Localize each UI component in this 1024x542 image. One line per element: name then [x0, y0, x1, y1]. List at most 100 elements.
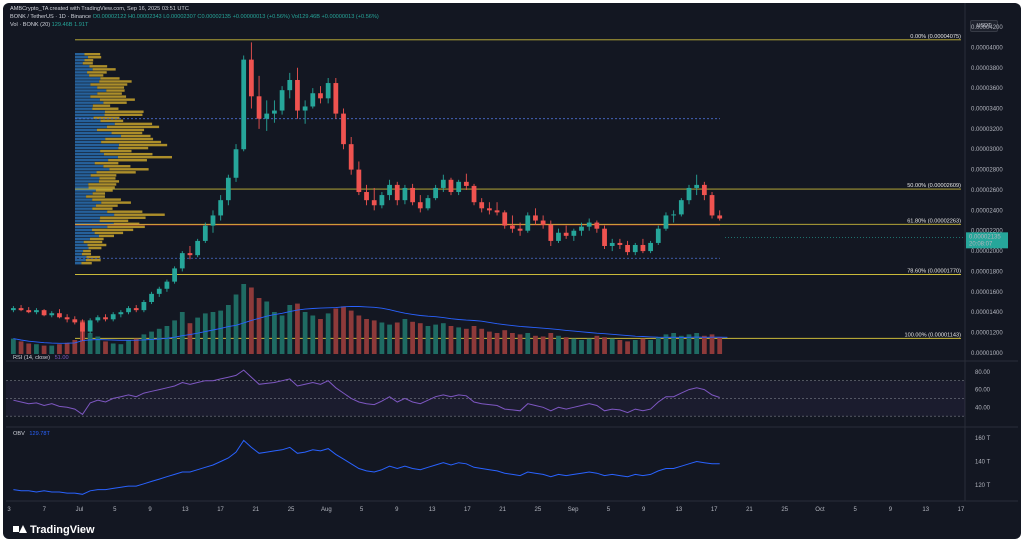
bearish-candle: [594, 222, 600, 229]
volume-profile-down-bar: [104, 110, 144, 113]
volume-bar: [141, 334, 147, 354]
volume-profile-down-bar: [94, 162, 119, 165]
obv-legend: OBV 129.78T: [13, 431, 50, 437]
volume-profile-up-bar: [75, 104, 93, 107]
chart-window: AMBCrypto_TA created with TradingView.co…: [3, 3, 1021, 539]
volume-bar: [678, 335, 684, 354]
price-axis-tick: 0.00003000: [971, 147, 1003, 153]
volume-profile-up-bar: [75, 165, 104, 168]
volume-profile-down-bar: [103, 165, 131, 168]
bullish-candle: [686, 187, 692, 201]
volume-bar: [517, 334, 523, 354]
volume-bar: [640, 338, 646, 354]
volume-profile-down-bar: [84, 59, 94, 62]
bearish-candle: [249, 59, 254, 97]
price-axis-tick: 0.00001400: [971, 310, 1003, 316]
bearish-candle: [517, 228, 523, 231]
volume-profile-up-bar: [75, 119, 101, 123]
volume-profile-up-bar: [75, 83, 91, 86]
volume-profile-up-bar: [75, 180, 99, 183]
volume-bar: [64, 342, 70, 354]
volume-profile-up-bar: [75, 89, 107, 92]
bearish-candle: [548, 224, 554, 241]
volume-profile-down-bar: [90, 237, 104, 241]
price-axis-tick: 0.00003800: [971, 66, 1003, 72]
bearish-candle: [502, 212, 508, 226]
volume-profile-down-bar: [86, 255, 101, 259]
volume-bar: [433, 324, 439, 354]
volume-profile-down-bar: [107, 210, 143, 213]
bullish-candle: [694, 184, 700, 188]
bearish-candle: [26, 310, 32, 313]
time-axis-tick: 5: [607, 507, 611, 513]
bullish-candle: [126, 308, 131, 313]
bullish-candle: [440, 179, 446, 188]
time-axis-tick: 3: [7, 507, 11, 513]
volume-profile-up-bar: [75, 189, 96, 192]
bearish-candle: [563, 232, 569, 236]
volume-bar: [463, 328, 469, 354]
volume-profile-down-bar: [88, 183, 117, 186]
volume-profile-down-bar: [85, 258, 101, 262]
currency-badge[interactable]: USDT: [970, 20, 998, 32]
volume-bar: [118, 344, 124, 354]
volume-profile-up-bar: [75, 113, 105, 116]
volume-profile-up-bar: [75, 234, 99, 238]
time-axis-tick: 25: [781, 507, 788, 513]
volume-profile-down-bar: [97, 86, 125, 89]
volume-bar: [533, 335, 538, 354]
bullish-candle: [609, 242, 615, 246]
volume-bar: [563, 337, 569, 354]
volume-bar: [241, 284, 247, 354]
time-axis-tick: 5: [360, 507, 364, 513]
volume-profile-down-bar: [100, 216, 146, 219]
obv-axis-tick: 160 T: [975, 436, 991, 442]
bullish-candle: [632, 244, 638, 253]
symbol-label[interactable]: BONK / TetherUS · 1D · Binance: [10, 14, 92, 20]
bullish-candle: [34, 310, 39, 313]
volume-profile-down-bar: [118, 146, 149, 150]
volume-bar: [625, 341, 630, 354]
bearish-candle: [333, 83, 339, 114]
bearish-candle: [72, 319, 78, 323]
obv-axis-tick: 120 T: [975, 483, 991, 489]
bullish-candle: [164, 281, 170, 289]
rsi-title[interactable]: RSI (14, close): [13, 355, 50, 361]
volume-bar: [648, 340, 653, 354]
volume-profile-down-bar: [98, 234, 115, 238]
bullish-candle: [655, 228, 661, 243]
bar-countdown-label: 20:08:07: [969, 241, 993, 247]
bearish-candle: [356, 169, 362, 193]
obv-line: [13, 439, 720, 495]
volume-profile-down-bar: [87, 243, 107, 247]
volume-indicator-label[interactable]: Vol · BONK (20): [10, 22, 51, 28]
volume-profile-down-bar: [82, 62, 93, 65]
volume-profile-down-bar: [92, 107, 119, 110]
obv-title[interactable]: OBV: [13, 431, 25, 437]
volume-profile-up-bar: [75, 116, 94, 120]
volume-bar: [195, 317, 201, 354]
volume-profile-up-bar: [75, 237, 91, 241]
volume-profile-up-bar: [75, 252, 82, 256]
volume-profile-up-bar: [75, 213, 115, 216]
price-chart-svg[interactable]: 0.00004200 0.00004000 0.00003800 0.00003600…: [3, 3, 1021, 539]
price-axis-tick: 0.00001800: [971, 269, 1003, 275]
bullish-candle: [225, 177, 231, 201]
bearish-candle: [256, 96, 262, 119]
volume-bar: [510, 333, 515, 354]
volume-profile-up-bar: [75, 225, 108, 229]
volume-profile-down-bar: [107, 225, 145, 229]
volume-profile-down-bar: [108, 159, 147, 162]
volume-bar: [287, 305, 293, 354]
volume-bar: [279, 315, 285, 354]
tradingview-logo[interactable]: TradingView: [13, 524, 95, 536]
volume-bar: [671, 333, 677, 354]
volume-profile-up-bar: [75, 74, 90, 77]
bullish-candle: [87, 320, 93, 332]
bearish-candle: [510, 225, 515, 229]
volume-profile-up-bar: [75, 207, 93, 210]
price-axis-tick: 0.00003400: [971, 107, 1003, 113]
volume-values: 129.46B 1.91T: [51, 22, 89, 28]
volume-profile-up-bar: [75, 77, 101, 80]
last-price-label: 0.00002135: [969, 234, 1001, 240]
